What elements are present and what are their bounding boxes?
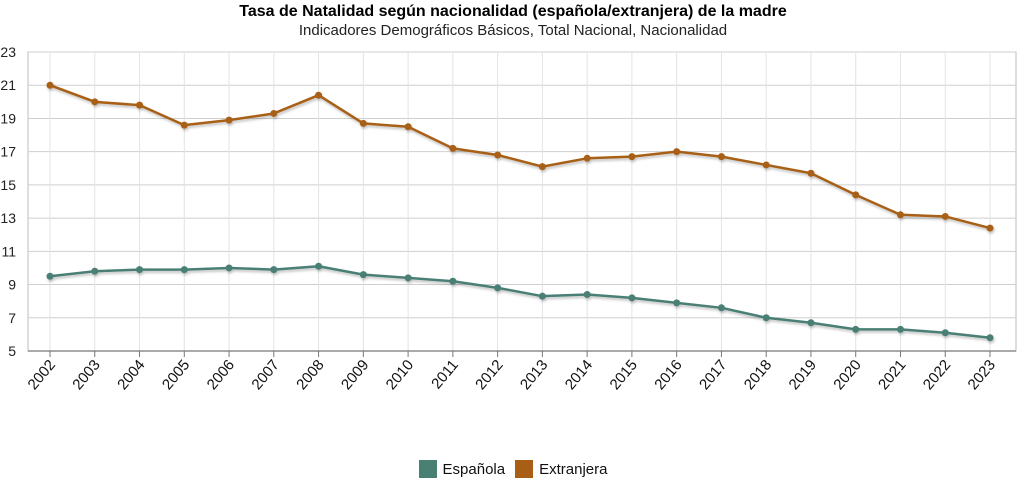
y-tick-label: 23 (0, 44, 16, 60)
data-point-extranjera (404, 123, 412, 131)
data-point-extranjera (225, 116, 233, 124)
x-tick-label: 2021 (875, 357, 909, 393)
data-point-espa-ola (628, 294, 636, 302)
chart-subtitle: Indicadores Demográficos Básicos, Total … (298, 22, 728, 39)
data-point-extranjera (852, 191, 860, 199)
line-chart: 5 7 9 11 13 15 17 19 21 23 2002 2003 2004 2005 2006 200… (0, 44, 1017, 393)
x-tick-label: 2022 (920, 357, 954, 393)
x-tick-label: 2016 (651, 357, 685, 393)
y-tick-label: 15 (0, 177, 16, 193)
data-point-extranjera (538, 163, 546, 171)
x-tick-label: 2015 (606, 357, 640, 393)
y-tick-label: 13 (0, 210, 16, 226)
data-point-extranjera (46, 81, 54, 89)
data-point-extranjera (941, 212, 949, 220)
y-tick-label: 21 (0, 77, 16, 93)
y-tick-label: 7 (8, 310, 16, 326)
data-point-espa-ola (225, 264, 233, 272)
data-point-espa-ola (180, 266, 188, 274)
x-tick-label: 2011 (428, 357, 462, 393)
series-line-espa-ola (49, 265, 991, 339)
legend-item-espanola[interactable]: Española (418, 460, 506, 478)
data-point-extranjera (270, 109, 278, 117)
data-point-espa-ola (583, 291, 591, 299)
data-point-espa-ola (538, 292, 546, 300)
legend-label-espanola: Española (442, 460, 506, 478)
data-point-espa-ola (359, 271, 367, 279)
data-point-espa-ola (494, 284, 502, 292)
x-tick-label: 2018 (741, 357, 775, 393)
legend-label-extranjera: Extranjera (539, 460, 608, 478)
legend-swatch-espanola (418, 460, 437, 478)
data-point-extranjera (717, 153, 725, 161)
data-point-extranjera (136, 101, 144, 109)
data-point-espa-ola (136, 266, 144, 274)
data-point-espa-ola (852, 325, 860, 333)
data-point-espa-ola (404, 274, 412, 282)
x-tick-label: 2020 (830, 357, 864, 393)
data-point-extranjera (673, 148, 681, 156)
data-point-espa-ola (46, 272, 54, 280)
data-point-espa-ola (270, 266, 278, 274)
x-tick-label: 2005 (159, 357, 193, 393)
data-point-espa-ola (449, 277, 457, 285)
data-point-extranjera (91, 98, 99, 106)
legend-item-extranjera[interactable]: Extranjera (515, 460, 607, 478)
series-line-extranjera (49, 84, 991, 230)
y-tick-label: 17 (0, 144, 16, 160)
data-point-espa-ola (807, 319, 815, 327)
data-point-extranjera (449, 144, 457, 152)
x-tick-label: 2008 (293, 357, 327, 393)
data-point-espa-ola (762, 314, 770, 322)
data-point-extranjera (896, 211, 904, 219)
x-tick-label: 2014 (562, 357, 596, 393)
y-tick-label: 11 (1, 243, 16, 259)
x-tick-label: 2012 (472, 357, 506, 393)
series-espa-ola (46, 262, 994, 342)
x-tick-label: 2010 (383, 357, 417, 393)
x-tick-label: 2013 (517, 357, 551, 393)
x-tick-label: 2009 (338, 357, 372, 393)
x-tick-label: 2004 (114, 357, 148, 393)
x-tick-label: 2007 (248, 357, 282, 393)
data-point-extranjera (494, 151, 502, 159)
data-point-espa-ola (941, 329, 949, 337)
data-point-extranjera (628, 153, 636, 161)
x-tick-label: 2006 (204, 357, 238, 393)
data-point-extranjera (315, 91, 323, 99)
data-point-espa-ola (896, 325, 904, 333)
data-point-extranjera (180, 121, 188, 129)
data-point-espa-ola (315, 262, 323, 270)
legend-swatch-extranjera (515, 460, 534, 478)
data-point-extranjera (807, 169, 815, 177)
data-point-extranjera (359, 119, 367, 127)
data-point-espa-ola (986, 334, 994, 342)
data-point-extranjera (583, 154, 591, 162)
x-tick-label: 2003 (69, 357, 103, 393)
data-point-espa-ola (673, 299, 681, 307)
x-tick-label: 2023 (965, 357, 999, 393)
chart-legend: Española Extranjera (0, 460, 1026, 478)
data-point-espa-ola (717, 304, 725, 312)
y-tick-label: 9 (8, 277, 16, 293)
y-tick-label: 5 (8, 343, 16, 359)
data-point-extranjera (986, 224, 994, 232)
x-tick-label: 2017 (696, 357, 730, 393)
x-tick-label: 2019 (786, 357, 820, 393)
y-tick-label: 19 (0, 110, 16, 126)
series-extranjera (46, 81, 994, 232)
chart-title: Tasa de Natalidad según nacionalidad (es… (239, 3, 787, 20)
data-point-extranjera (762, 161, 770, 169)
x-tick-label: 2002 (25, 357, 59, 393)
plot-area (27, 51, 1017, 352)
data-point-espa-ola (91, 267, 99, 275)
